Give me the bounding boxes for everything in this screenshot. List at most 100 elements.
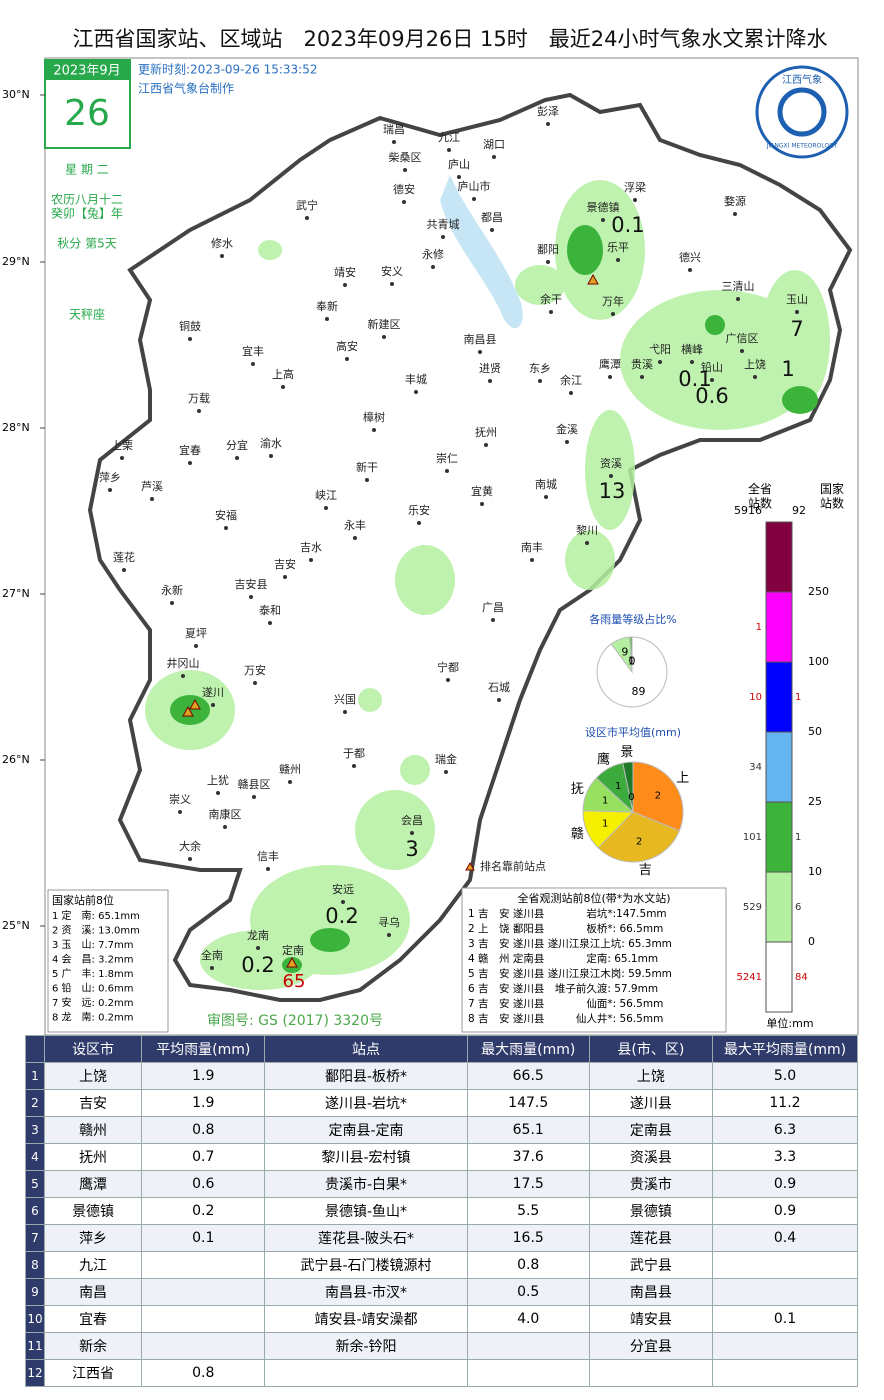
table-cell: 南昌县 (588, 1278, 713, 1306)
place-label: 丰城 (405, 373, 427, 386)
table-cell: 11.2 (711, 1089, 859, 1117)
place-label: 新建区 (368, 317, 401, 331)
place-label: 宁都 (437, 660, 459, 674)
place-label: 鄱阳 (537, 243, 559, 256)
table-cell: 分宜县 (588, 1332, 713, 1360)
place-label: 上饶 (744, 358, 766, 371)
place-label: 兴国 (334, 693, 356, 706)
place-dot (268, 621, 272, 625)
lunar-date: 农历八月十二 (51, 193, 123, 207)
place-dot (736, 297, 740, 301)
place-label: 铅山 (701, 360, 723, 374)
national-row: 5 广 丰: 1.8mm (52, 967, 133, 980)
table-cell: 武宁县 (588, 1251, 713, 1279)
weekday: 星 期 二 (65, 163, 109, 177)
provincial-box (461, 887, 727, 1033)
national-title: 国家站前8位 (52, 893, 114, 907)
place-label: 定南 (282, 943, 304, 957)
legend-band (765, 871, 793, 943)
place-dot (256, 946, 260, 950)
place-label: 金溪 (556, 422, 578, 436)
pie-label: 1 (615, 781, 621, 792)
table-cell: 赣州 (43, 1116, 143, 1144)
place-label: 上高 (272, 367, 294, 381)
place-dot (710, 378, 714, 382)
legend-all-count: 34 (749, 762, 762, 773)
place-dot (211, 703, 215, 707)
place-label: 资溪 (600, 457, 622, 470)
place-dot (544, 495, 548, 499)
table-cell: 147.5 (466, 1089, 590, 1117)
table-row: 4 抚州 0.7 黎川县-宏村镇 37.6 资溪县 3.3 (25, 1143, 859, 1171)
table-cell: 景德镇 (43, 1197, 143, 1225)
table-cell: 37.6 (466, 1143, 590, 1171)
place-label: 乐平 (607, 241, 629, 254)
place-dot (690, 360, 694, 364)
place-dot (488, 379, 492, 383)
table-cell: 0.9 (711, 1170, 859, 1198)
place-label: 乐安 (408, 503, 430, 517)
rain-value: 7 (790, 317, 803, 341)
table-cell: 贵溪市 (588, 1170, 713, 1198)
place-label: 彭泽 (537, 104, 559, 118)
place-dot (441, 235, 445, 239)
rain-value: 3 (405, 837, 418, 861)
row-index: 8 (25, 1251, 45, 1279)
place-label: 吉安县 (235, 577, 268, 591)
place-dot (305, 216, 309, 220)
place-label: 万载 (188, 392, 210, 405)
place-dot (216, 791, 220, 795)
table-row: 3 赣州 0.8 定南县-定南 65.1 定南县 6.3 (25, 1116, 859, 1144)
unit: 全省站数 (748, 481, 772, 510)
place-dot (188, 857, 192, 861)
table-cell: 65.1 (466, 1116, 590, 1144)
place-label: 安福 (215, 508, 237, 522)
place-label: 石城 (488, 681, 510, 694)
place-label: 奉新 (316, 299, 338, 313)
place-dot (417, 521, 421, 525)
row-index: 5 (25, 1170, 45, 1198)
place-dot (269, 454, 273, 458)
pie-label: 1 (602, 818, 608, 829)
pie-name: 鹰 (597, 751, 610, 767)
place-dot (478, 350, 482, 354)
place-dot (633, 198, 637, 202)
row-index: 12 (25, 1359, 45, 1387)
place-label: 浮梁 (624, 180, 646, 194)
place-label: 吉安 (274, 557, 296, 571)
table-cell: 新余-钤阳 (264, 1332, 468, 1360)
table-cell: 黎川县-宏村镇 (264, 1143, 468, 1171)
place-label: 会昌 (401, 814, 423, 827)
place-label: 安义 (381, 264, 403, 278)
latitude-label: 29°N (2, 255, 30, 268)
place-label: 安远 (332, 882, 354, 896)
place-dot (569, 391, 573, 395)
place-dot (491, 618, 495, 622)
table-cell: 3.3 (711, 1143, 859, 1171)
rain-value: 0.1 (611, 213, 644, 237)
table-cell: 新余 (43, 1332, 143, 1360)
place-label: 吉水 (300, 541, 322, 554)
place-dot (565, 440, 569, 444)
level-pie-title: 各雨量等级占比% (589, 612, 676, 626)
table-cell: 武宁县-石门楼镜源村 (264, 1251, 468, 1279)
legend-national-count: 1 (795, 832, 801, 843)
title: 江西省国家站、区域站 2023年09月26日 15时 最近24小时气象水文累计降… (72, 27, 827, 51)
solar-term: 秋分 第5天 (57, 237, 116, 251)
place-label: 遂川 (202, 685, 224, 699)
place-dot (281, 385, 285, 389)
place-dot (609, 474, 613, 478)
provincial-row: 2 上 饶 鄱阳县 板桥*: 66.5mm (468, 922, 663, 935)
column-header: 设区市 (43, 1035, 143, 1063)
place-label: 信丰 (257, 850, 279, 863)
provincial-row: 4 赣 州 定南县 定南: 65.1mm (468, 952, 658, 965)
table-cell: 靖安县 (588, 1305, 713, 1333)
national-row: 7 安 远: 0.2mm (52, 996, 133, 1009)
row-index: 3 (25, 1116, 45, 1144)
poyang-lake (440, 175, 523, 329)
table-row: 12 江西省 0.8 (25, 1359, 859, 1387)
provincial-row: 6 吉 安 遂川县 堆子前久渡: 57.9mm (468, 982, 658, 995)
latitude-label: 30°N (2, 88, 30, 101)
place-dot (288, 780, 292, 784)
